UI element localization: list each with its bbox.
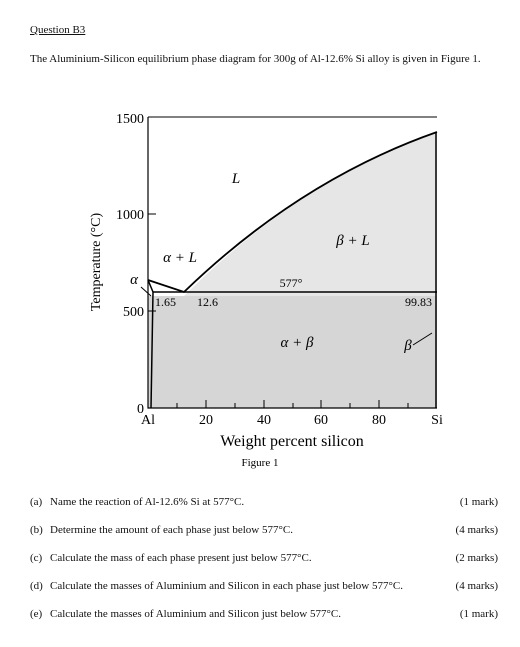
intro-text: The Aluminium-Silicon equilibrium phase …: [30, 53, 481, 65]
liquidus: [147, 131, 438, 294]
region-label: L: [231, 171, 240, 187]
question-marks: (4 marks): [455, 580, 498, 592]
annotation: 577°: [280, 276, 303, 290]
y-tick-label: 1000: [116, 208, 144, 223]
figure-caption: Figure 1: [242, 457, 279, 469]
question-label: (b): [30, 524, 43, 536]
question-text: Calculate the masses of Aluminium and Si…: [50, 608, 341, 620]
y-tick-label: 0: [137, 402, 144, 417]
alpha-beta-region: [148, 296, 437, 408]
region-label: β + L: [335, 233, 369, 249]
question-text: Calculate the masses of Aluminium and Si…: [50, 580, 403, 592]
region-label: α: [130, 272, 139, 288]
question-label: (a): [30, 496, 43, 508]
question-text: Calculate the mass of each phase present…: [50, 552, 312, 564]
y-tick-label: 1500: [116, 112, 144, 127]
y-tick-label: 500: [123, 305, 144, 320]
question-text: Determine the amount of each phase just …: [50, 524, 293, 536]
y-axis-label: Temperature (°C): [89, 213, 104, 312]
region-label: α + L: [163, 250, 197, 266]
question-marks: (1 mark): [459, 608, 498, 620]
x-tick-label: Al: [141, 413, 155, 428]
region-label: β: [403, 338, 412, 354]
question-text: Name the reaction of Al-12.6% Si at 577°…: [50, 496, 245, 508]
annotation: 99.83: [405, 295, 432, 309]
question-marks: (4 marks): [455, 524, 498, 536]
question-marks: (2 marks): [455, 552, 498, 564]
x-tick-label: 60: [314, 413, 328, 428]
ticks: [148, 116, 409, 408]
alpha-pointer: [140, 286, 152, 297]
x-tick-label: 40: [257, 413, 271, 428]
beta-liquid-region: [184, 132, 437, 296]
region-label: α + β: [281, 335, 314, 351]
question-label: (c): [30, 552, 43, 564]
x-tick-label: 20: [199, 413, 213, 428]
x-tick-label: 80: [372, 413, 386, 428]
phase-diagram: 1500 1000 500 0 Al 20 40 60 80 Si Temper…: [89, 112, 443, 469]
annotation: 12.6: [197, 295, 218, 309]
question-label: (e): [30, 608, 43, 620]
question-label: (d): [30, 580, 43, 592]
annotation: 1.65: [155, 295, 176, 309]
x-axis-label: Weight percent silicon: [220, 433, 364, 450]
question-marks: (1 mark): [459, 496, 498, 508]
beta-pointer: [412, 332, 433, 346]
question-title: Question B3: [30, 24, 86, 36]
x-tick-label: Si: [431, 413, 443, 428]
